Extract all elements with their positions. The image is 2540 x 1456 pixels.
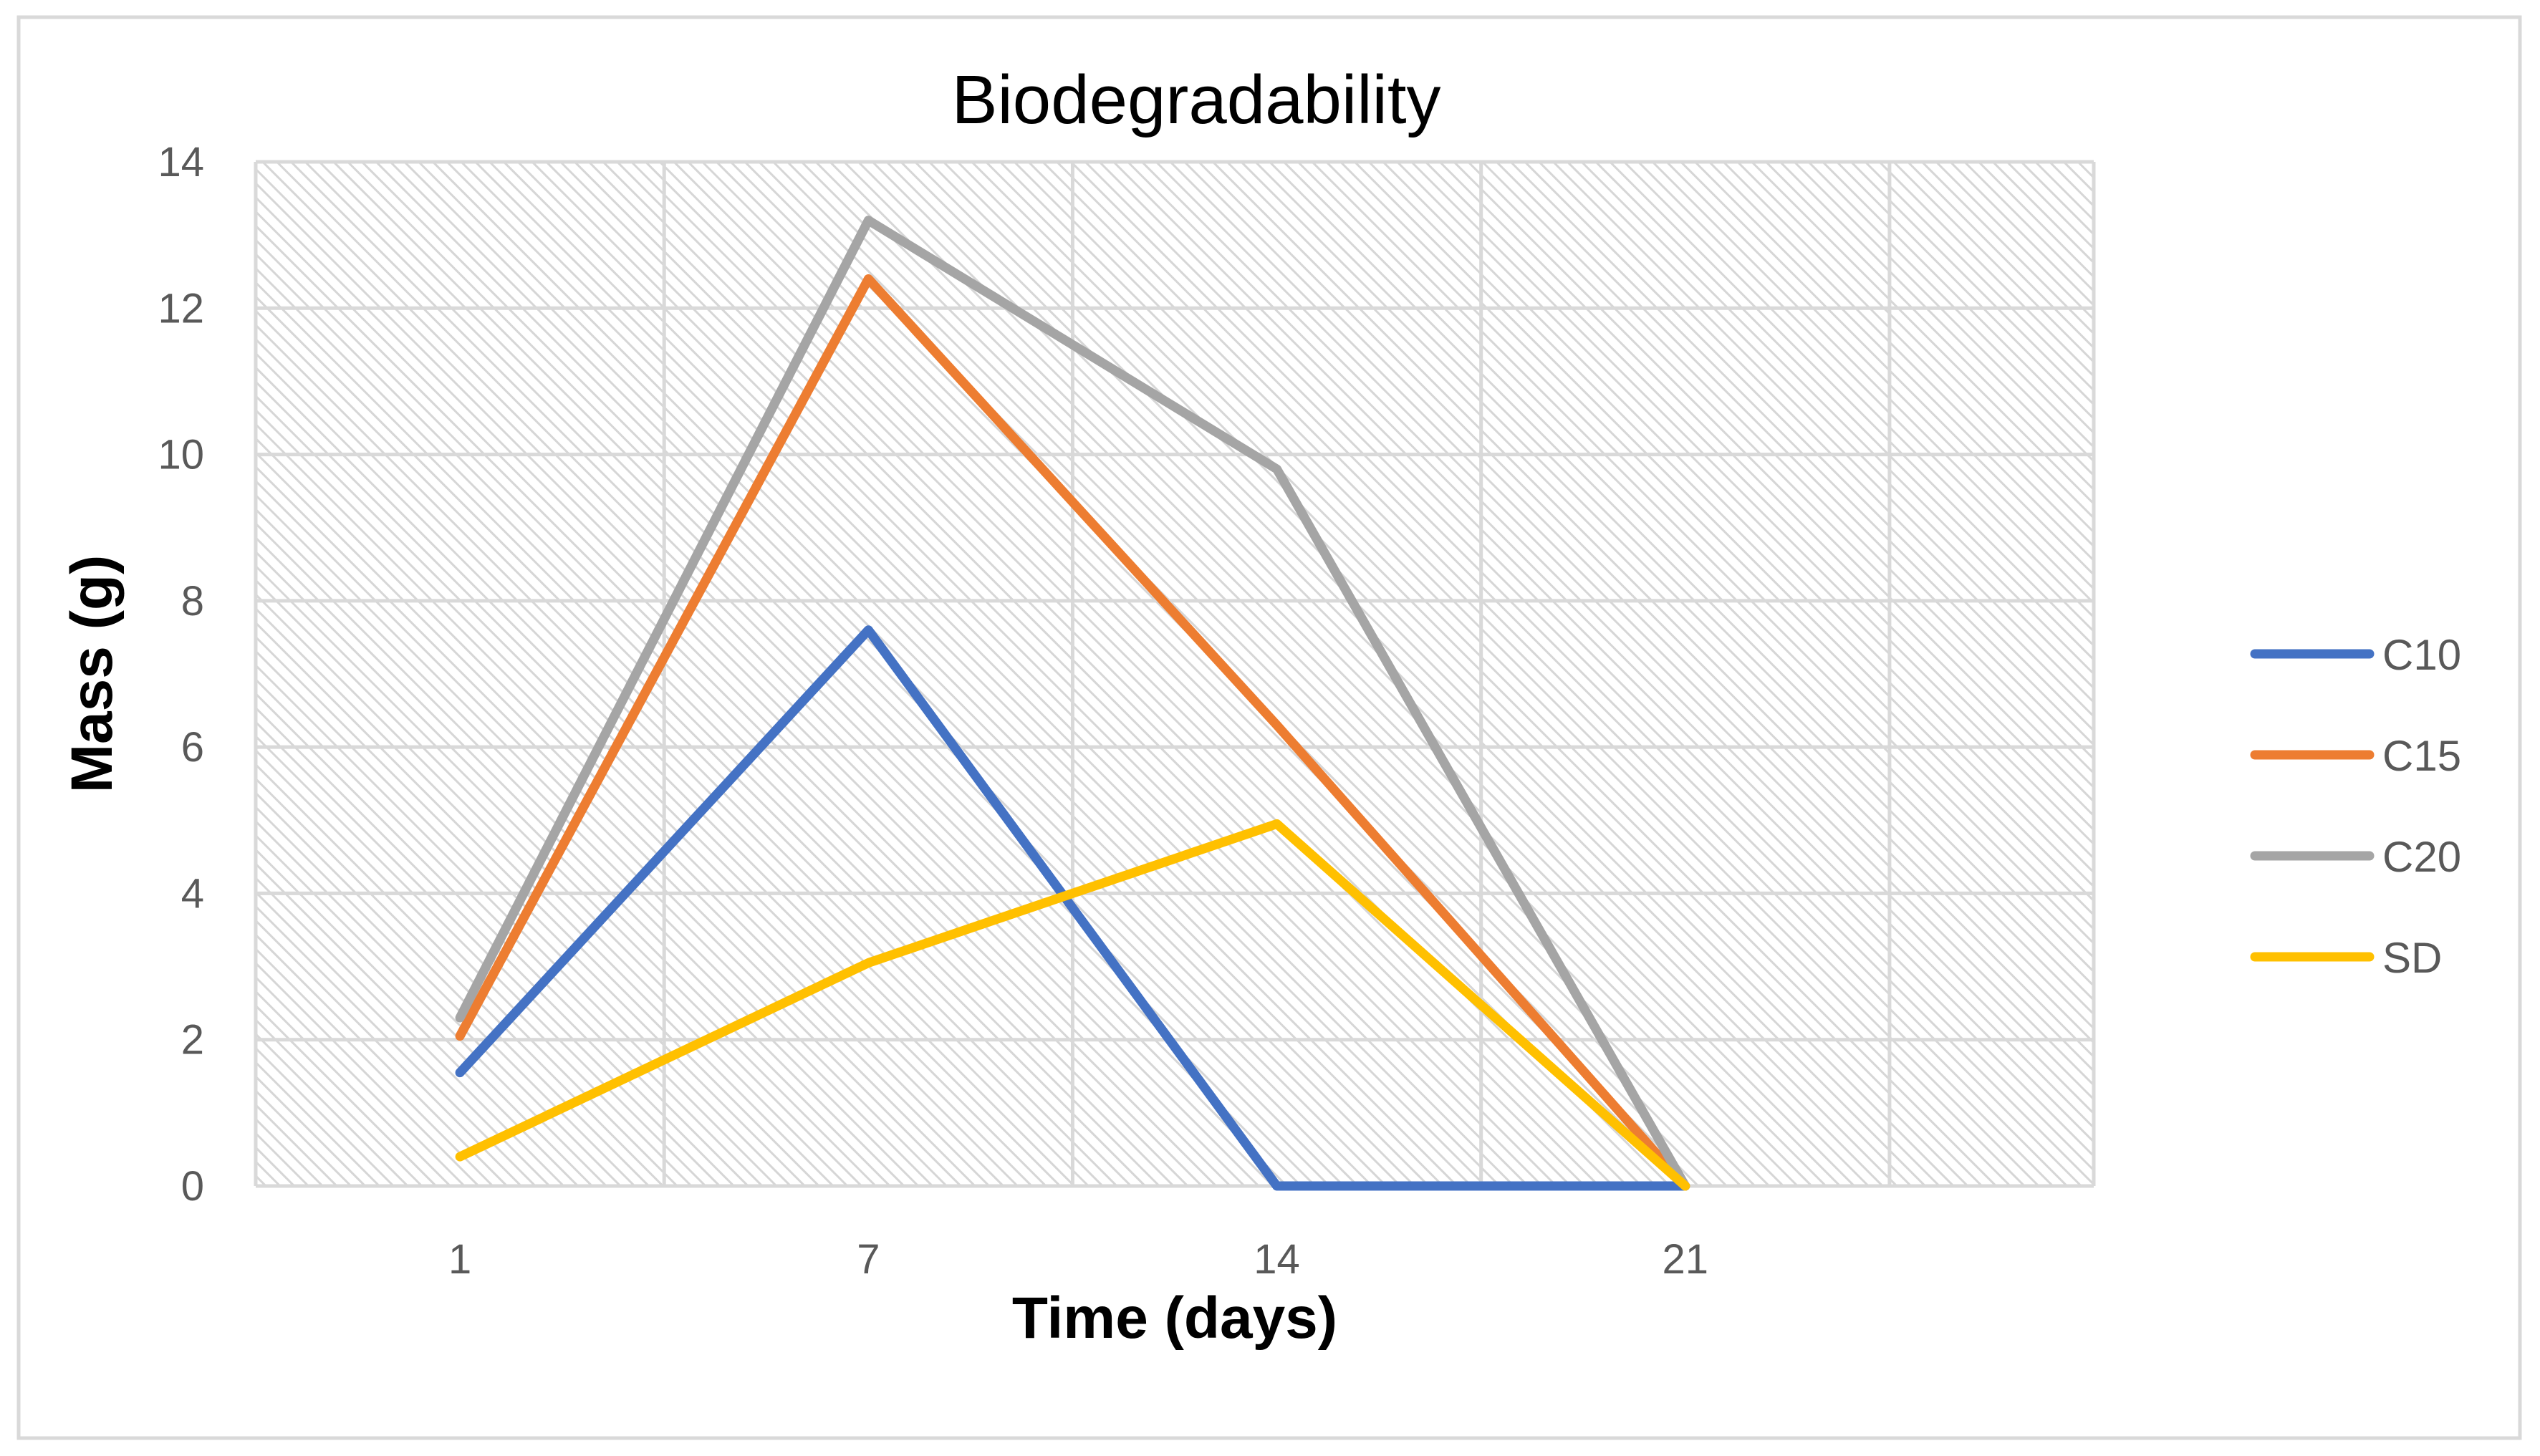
x-tick-label: 14 xyxy=(1254,1236,1300,1283)
y-tick-label: 8 xyxy=(181,578,204,625)
series-lines xyxy=(455,216,1690,1191)
x-axis-title: Time (days) xyxy=(1012,1286,1337,1351)
legend-label-sd: SD xyxy=(2382,934,2442,982)
grid-lines xyxy=(254,160,2096,1186)
y-tick-label: 10 xyxy=(158,432,204,478)
series-line-c10 xyxy=(455,625,1690,1191)
y-tick-label: 2 xyxy=(181,1017,204,1064)
series-line-c20 xyxy=(455,216,1690,1191)
y-axis-title: Mass (g) xyxy=(59,555,125,794)
x-axis-ticks: 1 7 14 21 xyxy=(448,1236,1708,1283)
legend-label-c15: C15 xyxy=(2382,732,2461,780)
series-line-sd xyxy=(455,819,1690,1191)
series-line-c15 xyxy=(455,274,1690,1191)
legend-label-c20: C20 xyxy=(2382,833,2461,881)
chart-title: Biodegradability xyxy=(951,62,1440,138)
y-tick-label: 12 xyxy=(158,285,204,332)
y-tick-label: 0 xyxy=(181,1163,204,1210)
y-axis-ticks: 0 2 4 6 8 10 12 14 xyxy=(158,139,204,1210)
x-tick-label: 21 xyxy=(1663,1236,1709,1283)
y-tick-label: 6 xyxy=(181,724,204,771)
plot-area xyxy=(256,162,2094,1186)
legend-label-c10: C10 xyxy=(2382,631,2461,679)
x-tick-label: 7 xyxy=(857,1236,880,1283)
y-tick-label: 14 xyxy=(158,139,204,185)
y-tick-label: 4 xyxy=(181,870,204,917)
legend: C10 C15 C20 SD xyxy=(2250,631,2461,982)
x-tick-label: 1 xyxy=(448,1236,471,1283)
